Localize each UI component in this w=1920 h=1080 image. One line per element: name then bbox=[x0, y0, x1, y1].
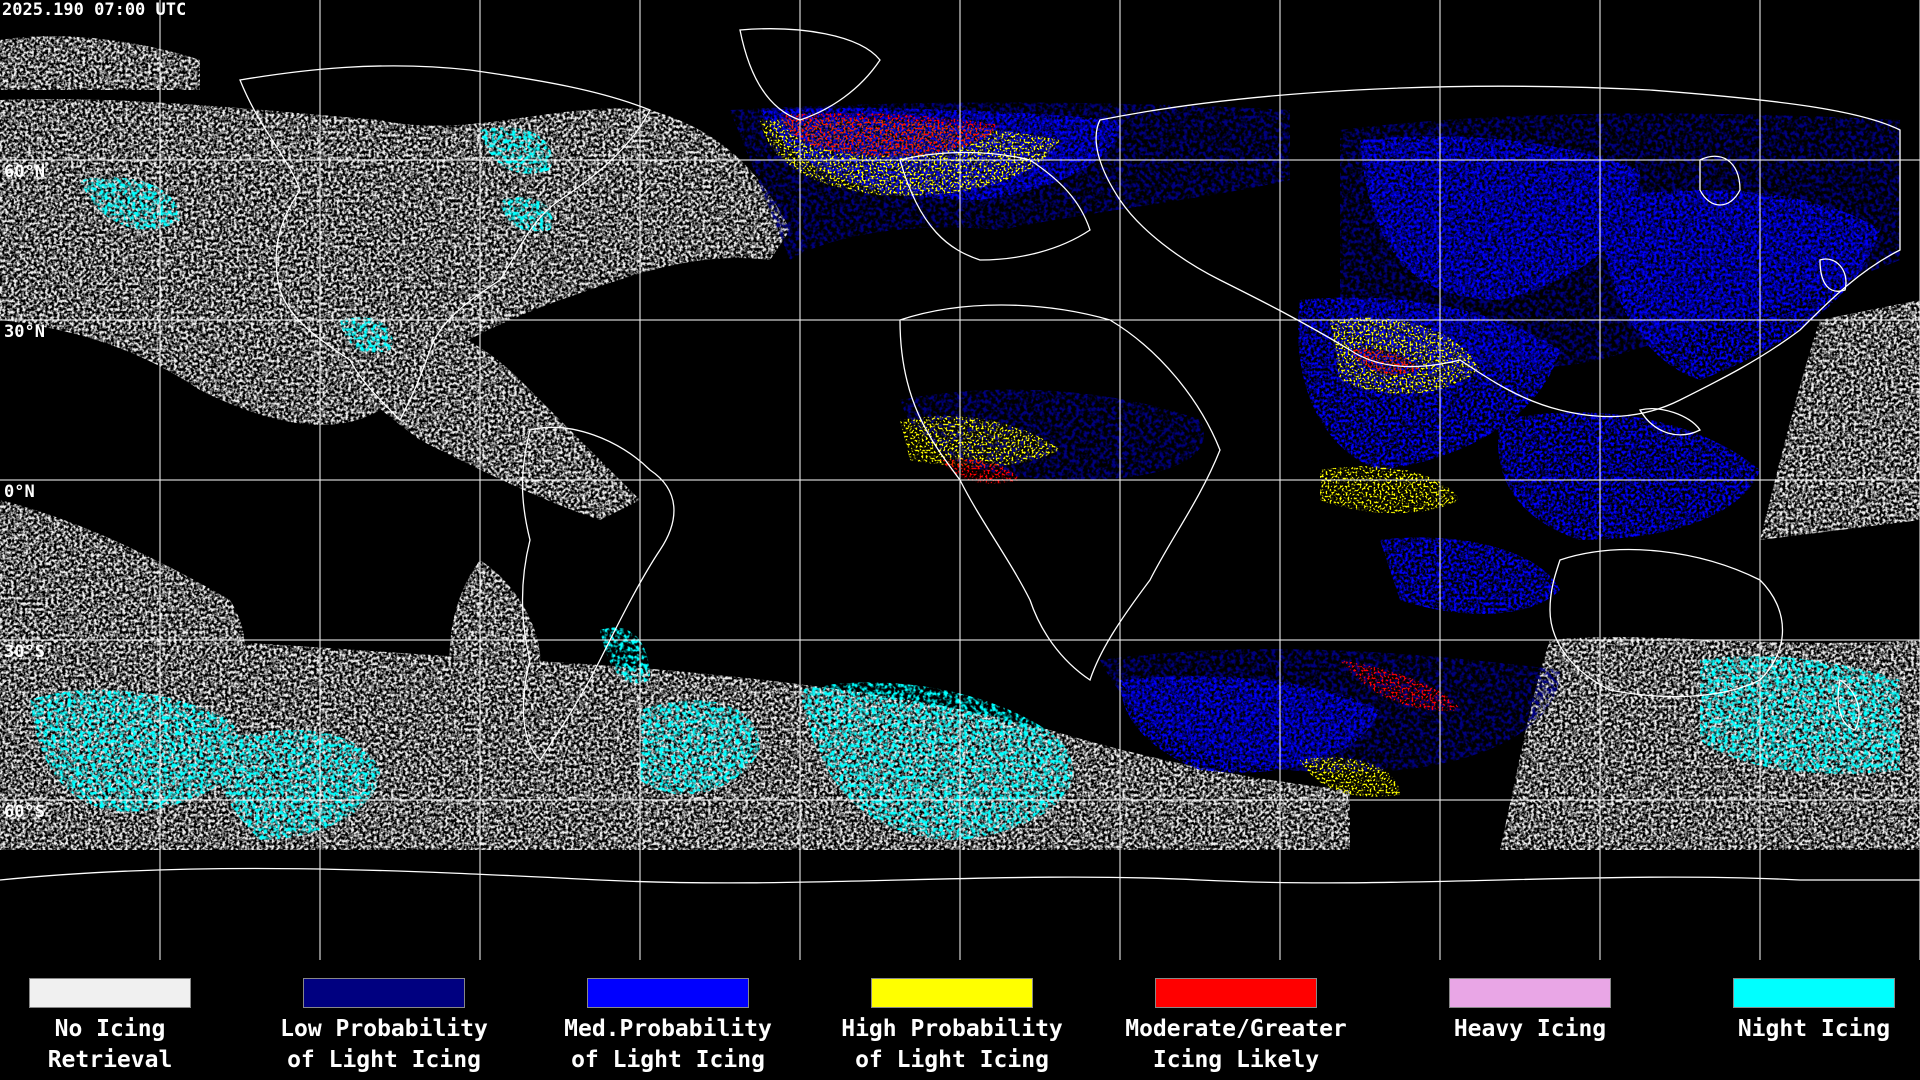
legend-item-night-icing: Night Icing bbox=[1684, 978, 1920, 1045]
navy-swatch-icon bbox=[303, 978, 465, 1008]
lat-label-60s: 60°S bbox=[4, 802, 45, 822]
night-icing-clouds bbox=[30, 127, 1900, 840]
europe-coast bbox=[899, 151, 1091, 261]
antarctica-coast bbox=[0, 867, 1920, 884]
asia-coast bbox=[1095, 85, 1901, 418]
legend-label: Med.Probability of Light Icing bbox=[564, 1016, 772, 1073]
south-america-coast bbox=[521, 426, 675, 762]
legend-item-moderate: Moderate/Greater Icing Likely bbox=[1106, 978, 1366, 1076]
red-swatch-icon bbox=[1155, 978, 1317, 1008]
lat-label-30s: 30°S bbox=[4, 642, 45, 662]
legend-item-med-probability: Med.Probability of Light Icing bbox=[538, 978, 798, 1076]
legend-item-no-icing: No Icing Retrieval bbox=[0, 978, 240, 1076]
legend-label: Moderate/Greater Icing Likely bbox=[1125, 1016, 1347, 1073]
legend-label: Night Icing bbox=[1737, 1016, 1891, 1042]
greenland-coast bbox=[739, 28, 881, 121]
icing-map bbox=[0, 0, 1920, 960]
cyan-swatch-icon bbox=[1733, 978, 1895, 1008]
lat-lon-grid bbox=[0, 0, 1920, 960]
yellow-swatch-icon bbox=[871, 978, 1033, 1008]
australia-coast bbox=[1549, 548, 1784, 698]
legend-label: High Probability of Light Icing bbox=[841, 1016, 1063, 1073]
lat-label-60n: 60°N bbox=[4, 162, 45, 182]
legend-label: Low Probability of Light Icing bbox=[280, 1016, 488, 1073]
legend-label: Heavy Icing bbox=[1453, 1016, 1607, 1042]
legend-item-heavy-icing: Heavy Icing bbox=[1400, 978, 1660, 1045]
blue-swatch-icon bbox=[587, 978, 749, 1008]
legend: No Icing Retrieval Low Probability of Li… bbox=[0, 960, 1920, 1080]
legend-item-high-probability: High Probability of Light Icing bbox=[822, 978, 1082, 1076]
lat-label-0n: 0°N bbox=[4, 482, 35, 502]
timestamp: 2025.190 07:00 UTC bbox=[2, 0, 187, 20]
legend-label: No Icing Retrieval bbox=[47, 1016, 173, 1073]
pink-swatch-icon bbox=[1449, 978, 1611, 1008]
legend-item-low-probability: Low Probability of Light Icing bbox=[254, 978, 514, 1076]
lat-label-30n: 30°N bbox=[4, 322, 45, 342]
white-swatch-icon bbox=[29, 978, 191, 1008]
north-america-coast bbox=[239, 65, 651, 422]
